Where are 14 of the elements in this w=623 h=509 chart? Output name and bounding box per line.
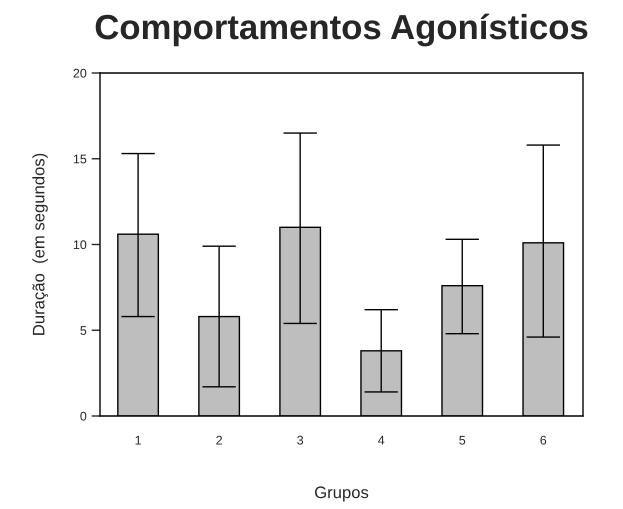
chart-title: Comportamentos Agonísticos <box>96 14 588 46</box>
x-tick-label: 4 <box>378 436 384 445</box>
y-tick-label: 5 <box>80 326 86 335</box>
x-tick-label: 1 <box>136 436 141 445</box>
y-axis-title: Duração (em segundos) <box>32 154 48 335</box>
y-tick-label: 10 <box>74 240 86 250</box>
x-axis-title: Grupos <box>315 486 368 502</box>
x-tick-label: 3 <box>297 436 304 445</box>
x-tick-label: 6 <box>540 436 546 445</box>
y-tick-label: 15 <box>74 154 86 164</box>
y-tick-label: 0 <box>80 412 86 421</box>
y-tick-label: 20 <box>74 68 86 78</box>
x-tick-label: 5 <box>459 436 466 445</box>
x-tick-label: 2 <box>216 436 222 445</box>
